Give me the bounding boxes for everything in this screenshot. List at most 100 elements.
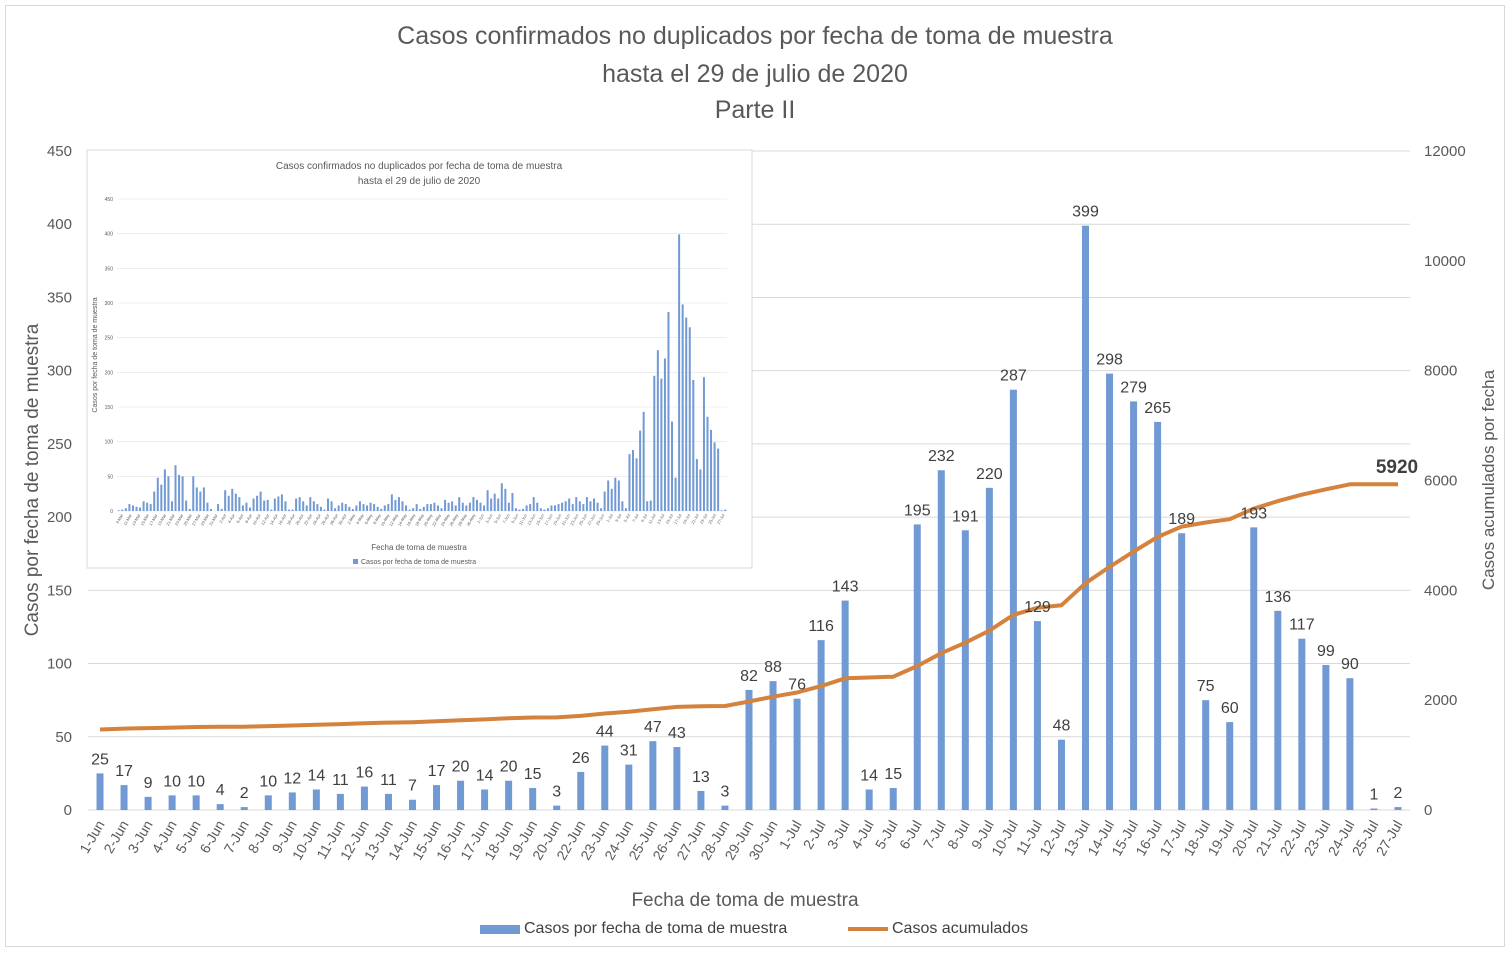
inset-bar bbox=[259, 491, 262, 511]
bar-data-label: 3 bbox=[552, 784, 561, 801]
inset-bar bbox=[280, 494, 283, 511]
inset-bar bbox=[688, 327, 691, 511]
inset-bar bbox=[397, 497, 400, 511]
inset-bar bbox=[238, 497, 241, 511]
inset-bar bbox=[284, 501, 287, 511]
inset-bar bbox=[621, 501, 624, 511]
bar-data-label: 117 bbox=[1289, 617, 1315, 634]
bar-data-label: 193 bbox=[1240, 505, 1267, 522]
chart-title-line-2: hasta el 29 de julio de 2020 bbox=[602, 60, 908, 88]
bar-data-label: 20 bbox=[500, 759, 518, 776]
bar-data-label: 99 bbox=[1317, 643, 1335, 660]
inset-x-tick-label: 29-Mar bbox=[199, 512, 210, 526]
bar bbox=[168, 795, 176, 810]
inset-x-tick-label: 16-Apr bbox=[277, 512, 288, 525]
bar bbox=[192, 795, 200, 810]
inset-bar bbox=[671, 421, 674, 511]
bar bbox=[1322, 665, 1330, 810]
bar bbox=[865, 789, 873, 810]
inset-y-tick-label: 50 bbox=[107, 474, 113, 480]
y-tick-label: 400 bbox=[47, 216, 72, 233]
inset-bar bbox=[369, 502, 372, 511]
inset-x-tick-label: 28-May bbox=[457, 513, 468, 527]
inset-bar bbox=[582, 504, 585, 511]
inset-bar bbox=[358, 501, 361, 511]
bar-data-label: 2 bbox=[1394, 785, 1403, 802]
inset-bar bbox=[302, 501, 305, 511]
inset-bar bbox=[724, 509, 727, 511]
inset-x-tick-label: 19-Jun bbox=[552, 513, 562, 526]
inset-y-tick-label: 100 bbox=[105, 440, 114, 446]
inset-bar bbox=[720, 510, 723, 511]
inset-bar bbox=[490, 498, 493, 511]
inset-x-tick-label: 27-Mar bbox=[191, 512, 202, 526]
inset-bar bbox=[522, 508, 525, 511]
inset-x-tick-label: 31-Mar bbox=[208, 512, 219, 526]
inset-bar bbox=[497, 498, 500, 511]
inset-x-tick-label: 18-Apr bbox=[286, 512, 297, 525]
inset-x-tick-label: 12-Apr bbox=[260, 512, 271, 525]
inset-bar bbox=[405, 505, 408, 511]
x-axis-ticks: 1-Jun2-Jun3-Jun4-Jun5-Jun6-Jun7-Jun8-Jun… bbox=[76, 818, 1405, 863]
inset-x-tick-label: 18-May bbox=[414, 513, 425, 527]
y2-tick-label: 2000 bbox=[1424, 692, 1457, 709]
bar-data-label: 44 bbox=[596, 724, 614, 741]
y-tick-label: 200 bbox=[47, 509, 72, 526]
bar-data-label: 12 bbox=[283, 770, 301, 787]
inset-x-tick-label: 29-Jun bbox=[595, 513, 605, 526]
bar-data-label: 14 bbox=[476, 767, 494, 784]
inset-bar bbox=[575, 497, 578, 511]
inset-bar bbox=[639, 430, 642, 511]
inset-x-tick-label: 3-Jun bbox=[484, 513, 493, 524]
legend: Casos por fecha de toma de muestra Casos… bbox=[0, 920, 1510, 944]
bar bbox=[336, 793, 344, 810]
inset-x-tick-label: 8-Apr bbox=[244, 512, 254, 524]
inset-bar bbox=[656, 350, 659, 511]
bar bbox=[1154, 421, 1162, 810]
bar bbox=[817, 640, 825, 810]
inset-bar bbox=[135, 506, 138, 511]
bar bbox=[96, 773, 104, 810]
inset-bar bbox=[202, 487, 205, 511]
inset-bar bbox=[263, 500, 266, 511]
bar bbox=[240, 807, 248, 810]
bar bbox=[1106, 373, 1114, 810]
inset-bar bbox=[653, 375, 656, 511]
inset-x-tick-label: 22-Apr bbox=[303, 512, 314, 525]
inset-x-tick-label: 11-Jun bbox=[518, 513, 528, 526]
inset-bar bbox=[124, 508, 127, 511]
inset-x-tick-label: 13-Jun bbox=[526, 513, 536, 526]
bar bbox=[529, 788, 537, 810]
bar-data-label: 7 bbox=[408, 778, 417, 795]
bar-series bbox=[96, 225, 1402, 811]
inset-x-tick-label: 10-Apr bbox=[251, 512, 262, 525]
inset-bar bbox=[394, 499, 397, 511]
bar bbox=[216, 804, 224, 810]
bar bbox=[288, 792, 296, 810]
inset-bar bbox=[117, 510, 120, 511]
inset-bar bbox=[468, 502, 471, 511]
inset-bar bbox=[412, 508, 415, 511]
inset-bar bbox=[532, 497, 535, 511]
inset-x-tick-label: 13-Mar bbox=[131, 512, 142, 526]
bar-data-label: 220 bbox=[976, 466, 1003, 483]
inset-y-tick-label: 250 bbox=[105, 336, 114, 342]
bar-data-label: 90 bbox=[1341, 656, 1359, 673]
legend-line-label: Casos acumulados bbox=[892, 920, 1029, 937]
inset-x-tick-label: 9-Jul bbox=[640, 513, 649, 523]
inset-x-tick-label: 28-Apr bbox=[329, 512, 340, 525]
chart-title-line-3: Parte II bbox=[714, 96, 796, 124]
inset-bar bbox=[710, 429, 713, 511]
bar bbox=[1033, 621, 1041, 810]
inset-x-tick-label: 24-May bbox=[440, 513, 451, 527]
bar bbox=[505, 780, 513, 810]
inset-bar bbox=[415, 504, 418, 511]
bar-data-label: 10 bbox=[187, 773, 205, 790]
bar-data-label: 2 bbox=[240, 785, 249, 802]
inset-frame bbox=[86, 149, 753, 569]
inset-bar bbox=[674, 477, 677, 511]
bar-data-label: 31 bbox=[620, 743, 638, 760]
bar bbox=[1202, 700, 1210, 810]
bar bbox=[601, 745, 609, 810]
